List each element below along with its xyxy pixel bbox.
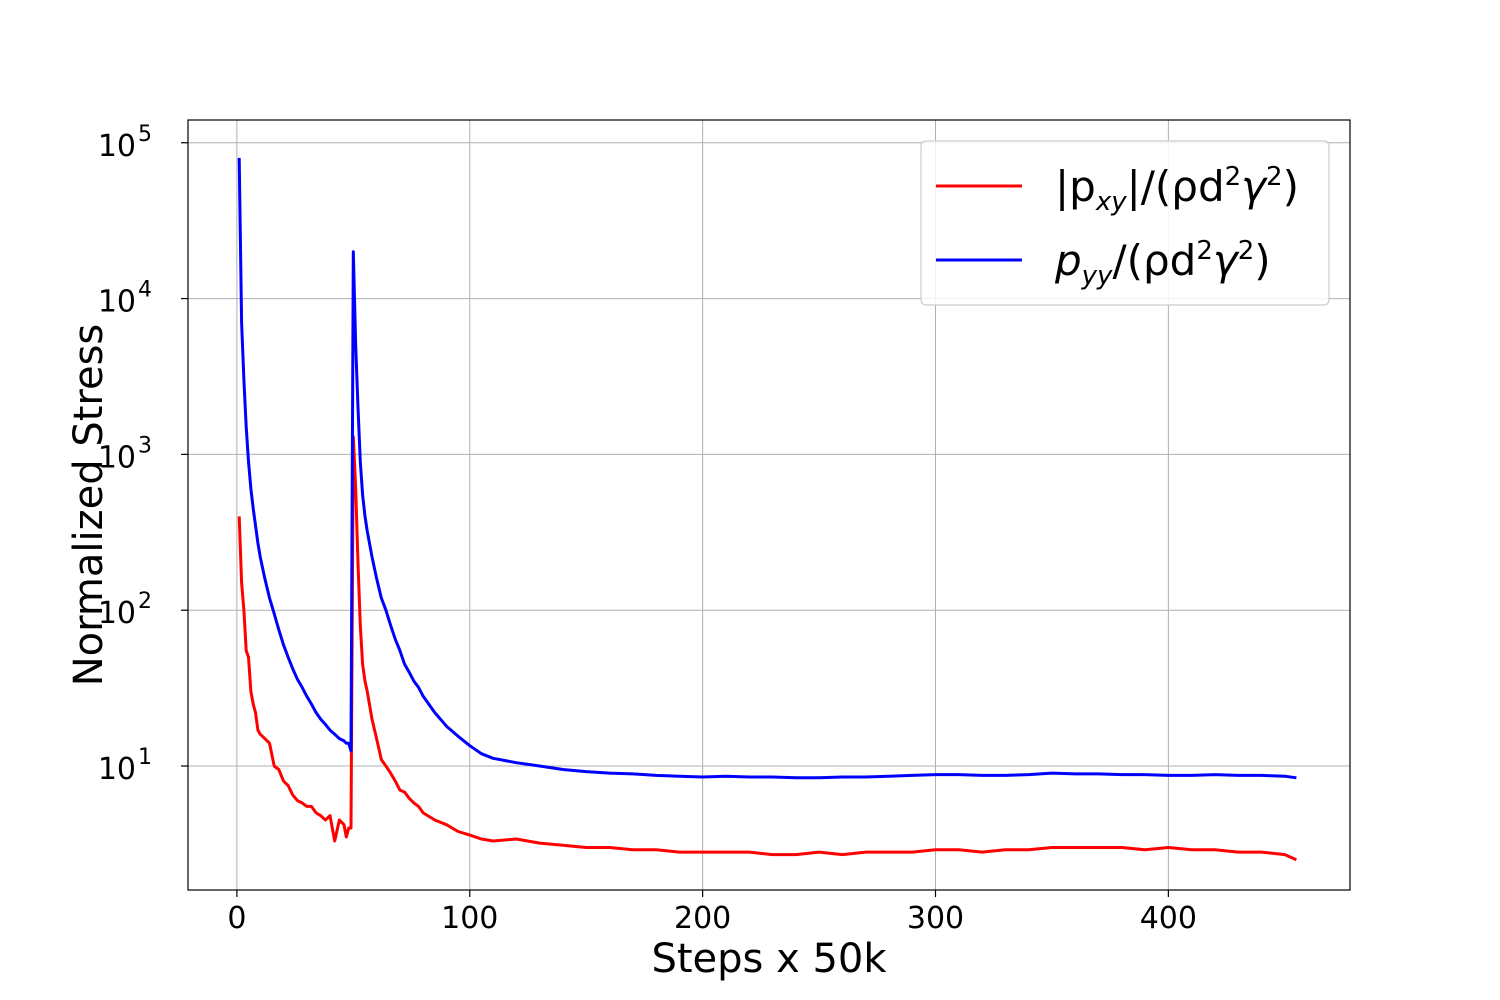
x-axis-ticks: 0 100 200 300 400	[227, 890, 1197, 936]
y-tick-exponent: 3	[138, 433, 152, 458]
y-tick-exponent: 4	[138, 278, 152, 303]
y-tick-label: 10	[98, 129, 136, 164]
x-axis-label: Steps x 50k	[651, 936, 887, 982]
y-tick-exponent: 5	[138, 122, 152, 147]
y-tick-exponent: 2	[138, 589, 152, 614]
legend: |pxy|/(ρd2γ2) pyy/(ρd2γ2)	[920, 140, 1330, 306]
x-tick-label: 200	[674, 901, 731, 936]
y-tick-label: 10	[98, 285, 136, 320]
x-tick-label: 400	[1140, 901, 1197, 936]
legend-box	[920, 140, 1330, 306]
x-tick-label: 300	[907, 901, 964, 936]
y-axis-label: Normalized Stress	[66, 324, 112, 686]
x-tick-label: 100	[441, 901, 498, 936]
x-tick-label: 0	[227, 901, 246, 936]
y-tick-label: 10	[98, 440, 136, 475]
y-tick-label: 10	[98, 596, 136, 631]
plot-frame	[187, 119, 1351, 891]
plot-lines	[237, 157, 1298, 862]
series-line-pxy	[237, 435, 1298, 862]
legend-label-pxy: |pxy|/(ρd2γ2)	[1055, 162, 1299, 217]
series-line-pyy	[237, 157, 1297, 780]
legend-label-pyy: pyy/(ρd2γ2)	[1054, 236, 1271, 291]
y-tick-exponent: 1	[138, 745, 152, 770]
y-tick-label: 10	[98, 752, 136, 787]
